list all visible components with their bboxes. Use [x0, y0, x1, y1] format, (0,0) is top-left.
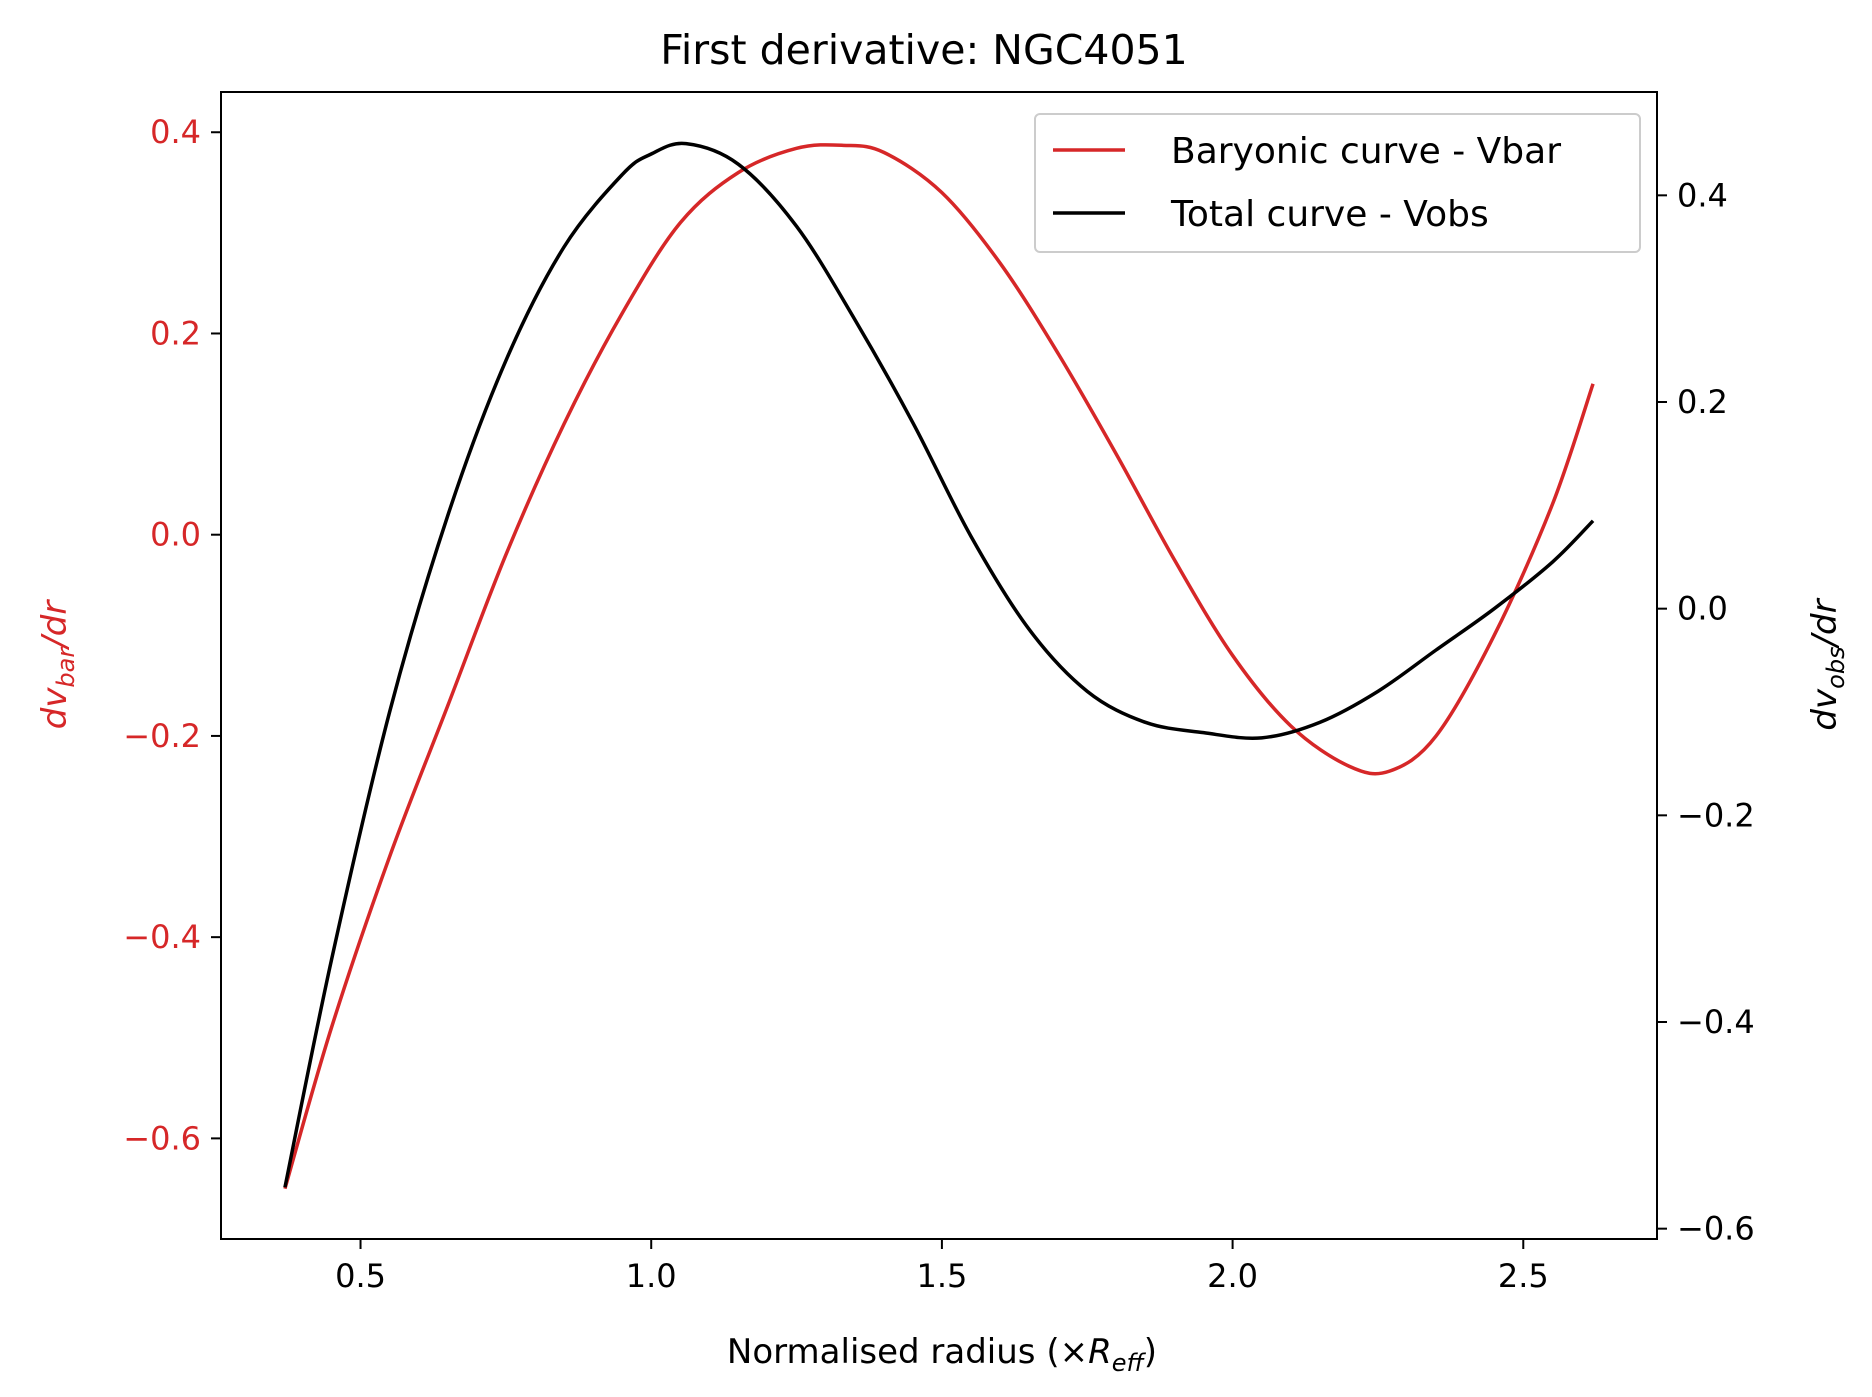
- right-y-axis-ticks: −0.6 −0.4 −0.2 0.0 0.2 0.4: [1657, 176, 1755, 1248]
- x-axis-label-text: Normalised radius (×: [727, 1332, 1088, 1372]
- legend: Baryonic curve - Vbar Total curve - Vobs: [1034, 113, 1641, 253]
- left-y-tick-label: −0.4: [123, 918, 201, 956]
- x-tick-label: 2.5: [1498, 1257, 1549, 1295]
- right-y-axis-label-text: dv: [1805, 688, 1845, 731]
- right-y-axis-label-subscript: obs: [1822, 646, 1850, 688]
- legend-box: [1034, 113, 1641, 253]
- left-y-tick-label: 0.0: [150, 516, 201, 554]
- series-line-total: [283, 141, 1595, 1188]
- x-tick-label: 1.0: [626, 1257, 677, 1295]
- left-y-axis-label-text: dv: [35, 687, 75, 730]
- left-y-axis-label-subscript: bar: [52, 646, 80, 688]
- plot-frame: [220, 91, 1658, 1240]
- x-axis-label-variable: R: [1088, 1332, 1112, 1372]
- right-y-tick-label: 0.0: [1677, 590, 1728, 628]
- left-y-tick-label: 0.2: [150, 314, 201, 352]
- x-axis-label: Normalised radius (×Reff): [727, 1332, 1157, 1377]
- right-y-axis-label-suffix: /dr: [1805, 597, 1845, 649]
- legend-label-baryonic: Baryonic curve - Vbar: [1171, 131, 1561, 172]
- right-y-axis-label: dvobs/dr: [1805, 597, 1850, 730]
- x-axis-label-subscript: eff: [1112, 1349, 1147, 1377]
- x-axis-ticks: 0.5 1.0 1.5 2.0 2.5: [335, 1239, 1549, 1295]
- x-axis-label-suffix: ): [1144, 1332, 1157, 1372]
- x-tick-label: 1.5: [916, 1257, 967, 1295]
- chart-title: First derivative: NGC4051: [660, 26, 1187, 74]
- series-line-baryonic: [283, 143, 1595, 1190]
- left-y-tick-label: 0.4: [150, 113, 201, 151]
- right-y-tick-label: −0.2: [1677, 796, 1755, 834]
- right-y-tick-label: −0.6: [1677, 1210, 1755, 1248]
- right-y-tick-label: 0.4: [1677, 176, 1728, 214]
- left-y-axis-ticks: −0.6 −0.4 −0.2 0.0 0.2 0.4: [123, 113, 221, 1157]
- right-y-tick-label: 0.2: [1677, 383, 1728, 421]
- legend-label-total: Total curve - Vobs: [1170, 194, 1489, 235]
- left-y-tick-label: −0.6: [123, 1119, 201, 1157]
- x-tick-label: 0.5: [335, 1257, 386, 1295]
- series-layer: [283, 141, 1595, 1190]
- left-y-tick-label: −0.2: [123, 717, 201, 755]
- right-y-tick-label: −0.4: [1677, 1003, 1755, 1041]
- x-tick-label: 2.0: [1207, 1257, 1258, 1295]
- left-y-axis-label-suffix: /dr: [35, 599, 75, 651]
- left-y-axis-label: dvbar/dr: [35, 599, 80, 730]
